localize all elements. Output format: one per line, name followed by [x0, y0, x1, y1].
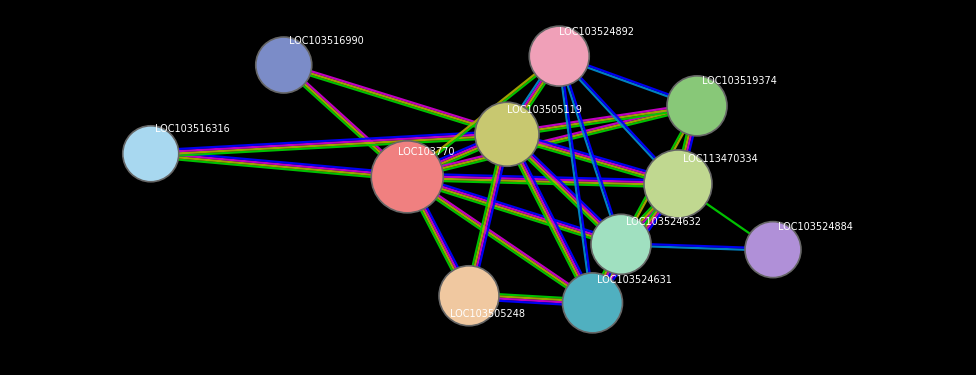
Ellipse shape [371, 141, 443, 213]
Ellipse shape [644, 150, 712, 218]
Text: LOC103516316: LOC103516316 [155, 124, 230, 134]
Ellipse shape [591, 214, 651, 274]
Ellipse shape [439, 266, 499, 326]
Text: LOC103770: LOC103770 [398, 147, 454, 158]
Ellipse shape [123, 126, 179, 182]
Text: LOC103524632: LOC103524632 [626, 216, 701, 226]
Ellipse shape [562, 273, 623, 333]
Text: LOC103505119: LOC103505119 [507, 105, 582, 115]
Ellipse shape [667, 76, 727, 136]
Text: LOC103505248: LOC103505248 [450, 309, 525, 319]
Ellipse shape [745, 222, 801, 278]
Text: LOC103516990: LOC103516990 [289, 36, 363, 45]
Ellipse shape [475, 102, 539, 166]
Text: LOC103524884: LOC103524884 [778, 222, 853, 232]
Text: LOC103524892: LOC103524892 [559, 27, 634, 37]
Ellipse shape [529, 26, 590, 86]
Ellipse shape [256, 37, 311, 93]
Text: LOC103519374: LOC103519374 [702, 76, 777, 86]
Text: LOC103524631: LOC103524631 [597, 275, 672, 285]
Text: LOC113470334: LOC113470334 [683, 154, 757, 164]
